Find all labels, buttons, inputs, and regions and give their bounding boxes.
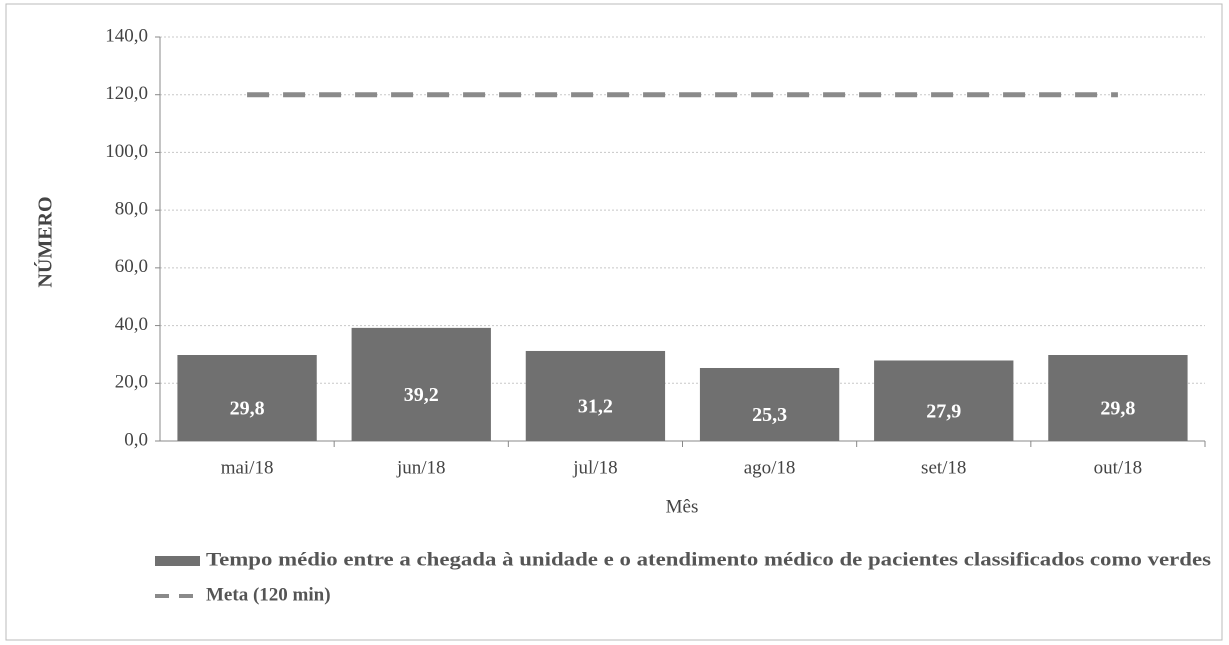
x-tick-label: ago/18	[744, 457, 796, 478]
legend-label: Meta (120 min)	[206, 584, 331, 605]
x-tick-label: set/18	[921, 457, 966, 478]
data-label: 39,2	[404, 384, 439, 406]
chart-frame	[5, 3, 1223, 641]
x-tick-label: jun/18	[396, 457, 446, 478]
y-tick-label: 120,0	[105, 83, 148, 104]
y-tick-label: 20,0	[115, 372, 148, 393]
x-tick-label: jul/18	[572, 457, 617, 478]
legend-label: Tempo médio entre a chegada à unidade e …	[206, 549, 1211, 570]
y-tick-label: 40,0	[115, 314, 148, 335]
x-tick-label: mai/18	[221, 457, 274, 478]
data-label: 25,3	[752, 404, 787, 426]
y-axis-label: NÚMERO	[33, 196, 57, 287]
data-label: 27,9	[926, 400, 961, 422]
data-label: 31,2	[578, 396, 613, 418]
bar	[699, 367, 840, 441]
bar	[177, 355, 317, 441]
bar	[1048, 355, 1188, 441]
bar	[525, 350, 666, 441]
legend-swatch	[155, 556, 200, 566]
data-label: 29,8	[1100, 398, 1135, 420]
y-tick-label: 140,0	[105, 25, 148, 46]
x-axis-label: Mês	[666, 496, 699, 517]
bar	[874, 360, 1014, 441]
y-tick-label: 100,0	[105, 141, 148, 162]
x-tick-label: out/18	[1094, 457, 1143, 478]
bar	[351, 327, 491, 441]
y-tick-label: 80,0	[115, 199, 148, 220]
y-tick-label: 60,0	[115, 256, 148, 277]
data-label: 29,8	[230, 398, 265, 420]
y-tick-label: 0,0	[124, 429, 148, 450]
